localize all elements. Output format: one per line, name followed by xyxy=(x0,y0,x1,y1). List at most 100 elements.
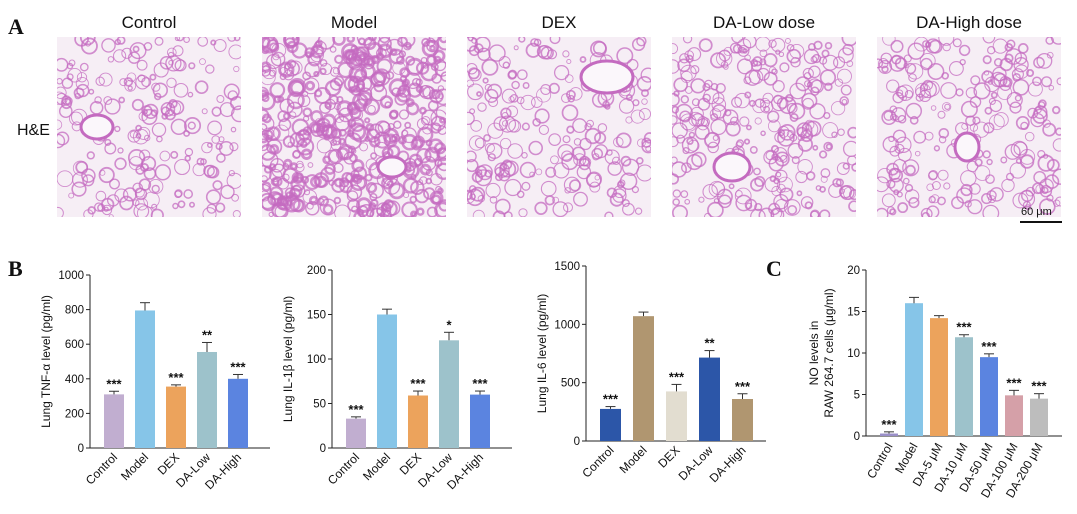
tissue-cell xyxy=(786,102,798,114)
bar xyxy=(470,394,490,448)
tissue-cell xyxy=(528,140,543,156)
tissue-cell xyxy=(525,42,541,58)
tissue-cell xyxy=(207,120,223,136)
tissue-cell xyxy=(262,113,272,124)
tissue-cell xyxy=(216,153,226,163)
tissue-cell xyxy=(117,147,124,154)
tissue-cell xyxy=(307,52,322,67)
tissue-cell xyxy=(210,39,217,46)
tissue-cell xyxy=(682,147,690,155)
tissue-cell xyxy=(711,104,727,119)
tissue-cell xyxy=(672,93,680,107)
x-tick-label: Control xyxy=(864,441,895,482)
tissue-cell xyxy=(119,78,128,87)
tissue-cell xyxy=(736,58,753,75)
tissue-cell xyxy=(220,184,235,200)
tissue-cell xyxy=(535,168,543,176)
tissue-cell xyxy=(87,206,96,215)
tissue-cell xyxy=(584,127,602,145)
bar xyxy=(377,314,397,448)
tissue-cell xyxy=(566,58,572,65)
tissue-cell xyxy=(136,205,153,217)
tissue-cell xyxy=(513,45,519,51)
tissue-cell xyxy=(609,192,624,207)
tissue-cell xyxy=(743,138,751,145)
tissue-cell xyxy=(76,83,90,98)
tissue-cell xyxy=(262,46,270,55)
tissue-cell xyxy=(114,125,121,133)
tissue-cell xyxy=(536,87,552,103)
tissue-cell xyxy=(268,211,274,217)
tissue-cell xyxy=(66,62,74,70)
significance-label: *** xyxy=(410,376,426,391)
tissue-cell xyxy=(938,128,950,139)
tissue-cell xyxy=(960,183,973,197)
tissue-cell xyxy=(1022,201,1031,210)
tissue-cell xyxy=(841,37,856,47)
bar xyxy=(1030,398,1048,436)
tissue-cell xyxy=(767,110,780,123)
tissue-cell xyxy=(804,80,811,88)
tissue-cell xyxy=(930,105,937,111)
tissue-cell xyxy=(770,37,786,53)
tissue-cell xyxy=(774,199,788,213)
tissue-cell xyxy=(404,121,412,129)
tissue-cell xyxy=(435,162,446,180)
tissue-cell xyxy=(229,95,241,111)
tissue-cell xyxy=(434,201,446,217)
tissue-cell xyxy=(729,116,739,126)
tissue-cell xyxy=(753,167,761,176)
tissue-cell xyxy=(377,43,393,59)
tissue-cell xyxy=(262,123,268,133)
tissue-cell xyxy=(1019,149,1036,165)
tissue-cell xyxy=(167,51,175,58)
tissue-cell xyxy=(896,191,903,198)
tissue-cell xyxy=(498,169,511,182)
tissue-cell xyxy=(356,205,369,217)
y-tick-label: 10 xyxy=(847,348,860,360)
tissue-cell xyxy=(367,104,376,114)
tissue-cell xyxy=(838,47,854,64)
y-tick-label: 600 xyxy=(65,339,84,351)
tissue-cell xyxy=(406,102,420,116)
tissue-cell xyxy=(809,210,820,217)
tissue-cell xyxy=(983,70,990,76)
tissue-cell xyxy=(232,210,241,217)
tissue-cell xyxy=(228,169,235,177)
tissue-cell xyxy=(409,195,418,204)
tissue-cell xyxy=(779,62,790,73)
tissue-cell xyxy=(57,133,66,149)
tissue-cell xyxy=(684,86,693,94)
panel-label-c: C xyxy=(766,256,782,281)
bar xyxy=(439,340,459,448)
micrograph-model xyxy=(262,37,446,217)
tissue-cell xyxy=(57,86,67,99)
tissue-cell xyxy=(467,79,474,88)
tissue-cell xyxy=(109,178,120,190)
tissue-cell xyxy=(1017,43,1029,54)
tissue-cell xyxy=(548,133,562,146)
histology-title-dex: DEX xyxy=(541,13,577,32)
tissue-cell xyxy=(534,201,548,215)
tissue-cell xyxy=(1054,196,1061,207)
tissue-cell xyxy=(511,80,520,90)
tissue-cell xyxy=(439,37,446,44)
tissue-cell xyxy=(388,109,399,120)
tissue-cell xyxy=(431,73,442,84)
tissue-cell xyxy=(592,41,607,56)
tissue-cell xyxy=(187,121,196,130)
tissue-cell xyxy=(564,74,574,83)
tissue-cell xyxy=(319,198,337,216)
tissue-cell xyxy=(615,132,632,149)
tissue-cell xyxy=(989,99,1003,113)
tissue-cell xyxy=(501,159,513,170)
tissue-cell xyxy=(104,142,117,155)
tissue-cell xyxy=(710,118,727,136)
tissue-cell xyxy=(277,110,290,123)
bar xyxy=(1005,395,1023,436)
tissue-cell xyxy=(427,100,439,112)
tissue-cell xyxy=(174,190,182,199)
tissue-cell xyxy=(687,47,702,62)
tissue-cell xyxy=(474,137,486,149)
tissue-cell xyxy=(211,135,220,144)
